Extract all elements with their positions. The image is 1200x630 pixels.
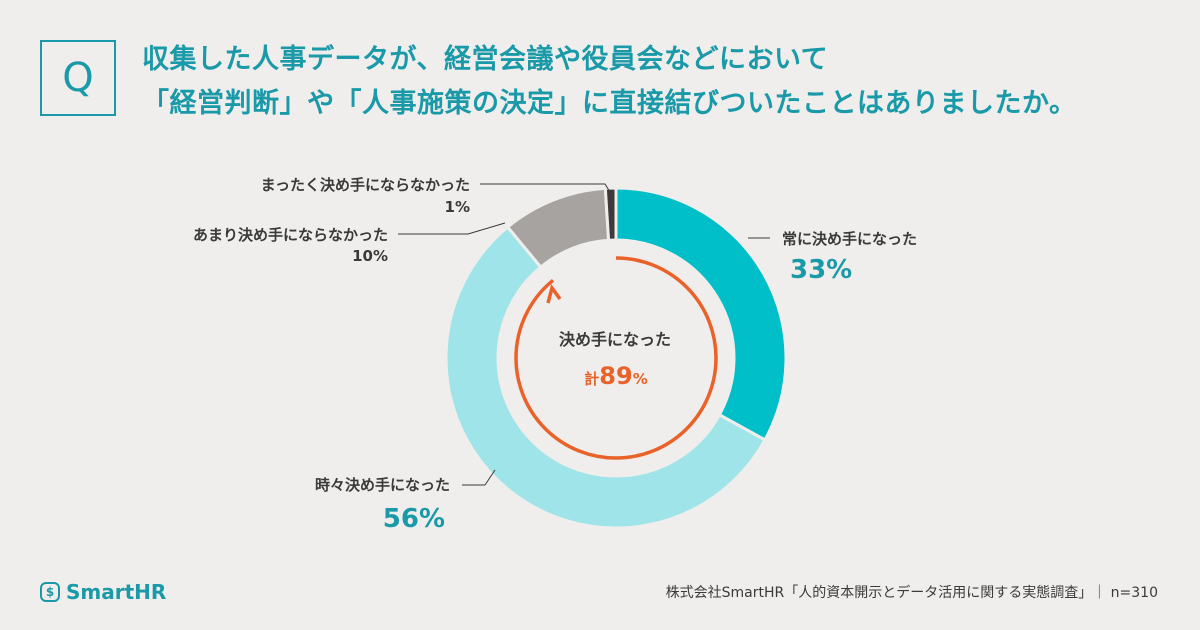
question-badge: Q — [40, 40, 116, 116]
value-sometimes: 56% — [383, 504, 445, 534]
smarthr-logo: $ SmartHR — [40, 580, 166, 604]
label-rarely: あまり決め手にならなかった — [193, 226, 388, 244]
question-text: 収集した人事データが、経営会議や役員会などにおいて 「経営判断」や「人事施策の決… — [142, 38, 1162, 126]
donut-slices — [444, 186, 788, 530]
slice-never — [603, 186, 618, 242]
total-arc-ring — [514, 256, 718, 460]
label-never: まったく決め手にならなかった — [261, 176, 470, 194]
value-always: 33% — [790, 255, 852, 285]
source-note: 株式会社SmartHR「人的資本開示とデータ活用に関する実態調査」｜ n=310 — [665, 585, 1158, 601]
leader-line-rarely — [398, 222, 506, 235]
question-badge-label: Q — [62, 55, 94, 101]
label-always: 常に決め手になった — [782, 230, 917, 248]
leader-line-never — [480, 183, 611, 193]
question-line-1: 収集した人事データが、経営会議や役員会などにおいて — [142, 44, 829, 75]
smarthr-logo-icon: $ — [40, 582, 60, 602]
center-total-prefix: 計 — [584, 370, 599, 388]
smarthr-logo-text: SmartHR — [66, 580, 167, 604]
leader-line-sometimes-2 — [484, 469, 496, 486]
value-never: 1% — [445, 198, 470, 216]
center-title: 決め手になった — [559, 330, 671, 349]
slice-always — [614, 186, 788, 442]
question-line-2: 「経営判断」や「人事施策の決定」に直接結びついたことはありましたか。 — [142, 88, 1077, 119]
total-arrow-head — [546, 284, 562, 304]
slice-sometimes — [444, 224, 768, 530]
center-total-value: 89 — [599, 362, 632, 390]
center-total: 計89% — [584, 362, 647, 390]
value-rarely: 10% — [352, 247, 388, 265]
label-sometimes: 時々決め手になった — [315, 476, 450, 494]
center-total-unit: % — [633, 370, 648, 388]
